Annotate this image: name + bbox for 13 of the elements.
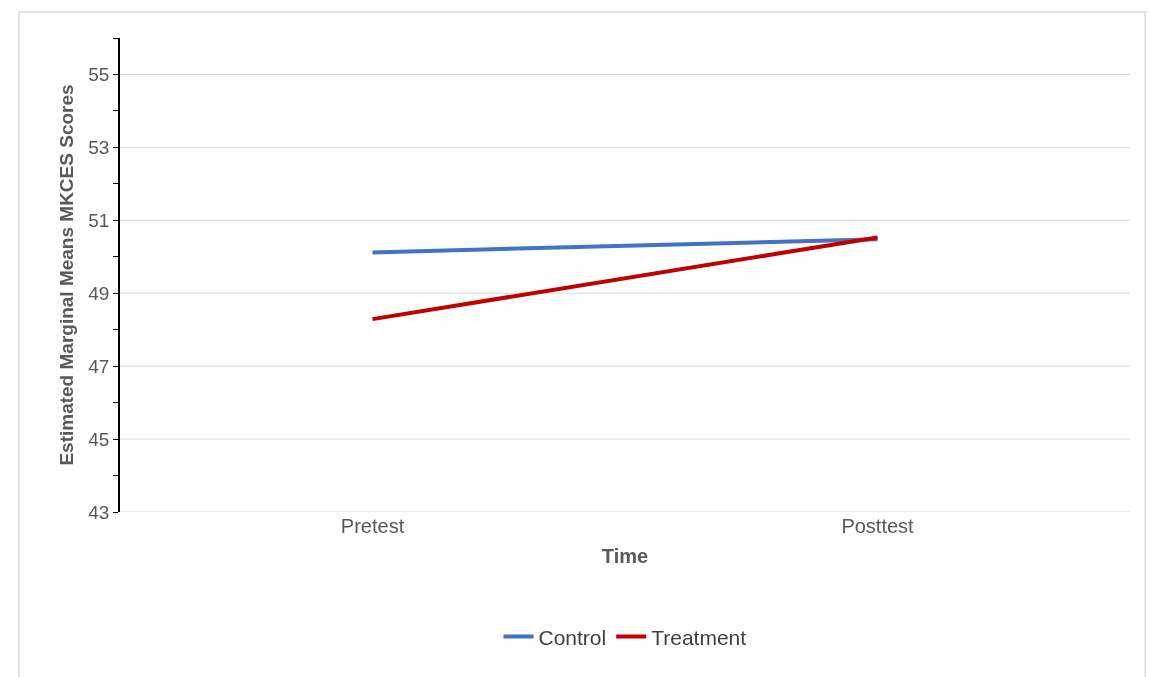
y-tick-label: 55 (88, 64, 110, 86)
legend-label: Control (538, 625, 607, 649)
y-tick-label: 49 (88, 282, 110, 304)
y-tick-label: 43 (88, 501, 110, 523)
y-tick-label: 45 (88, 428, 110, 450)
x-tick-label: Pretest (340, 515, 405, 537)
y-tick-label: 53 (88, 137, 110, 159)
x-axis-title: Time (601, 544, 649, 567)
x-tick-label: Posttest (841, 515, 915, 537)
legend-label: Treatment (651, 625, 747, 649)
y-axis-title: Estimated Marginal Means MKCES Scores (55, 84, 77, 466)
y-tick-label: 51 (88, 209, 110, 231)
y-tick-label: 47 (88, 355, 110, 377)
